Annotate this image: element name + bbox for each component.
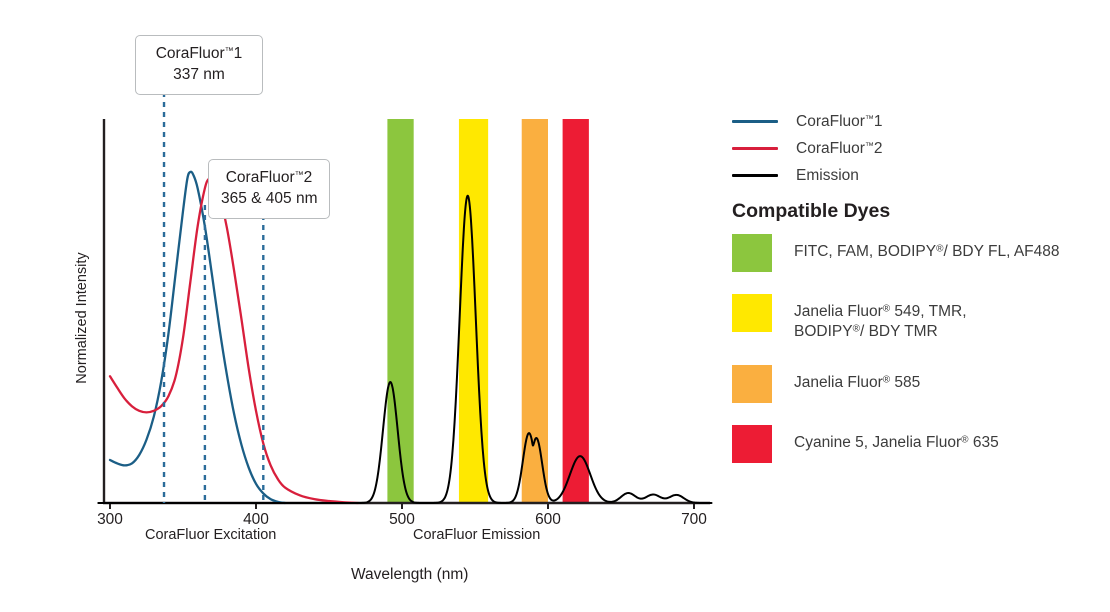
callout-corafluor1-line1: CoraFluor™1 [155, 45, 243, 62]
x-axis-title: Wavelength (nm) [351, 566, 469, 583]
series-line-corafluor2 [108, 176, 360, 505]
x-tick-label-600: 600 [535, 511, 561, 528]
legend-item-label: Emission [796, 166, 859, 184]
series-line-emission [97, 194, 713, 504]
legend-panel: CoraFluor™1 CoraFluor™2 Emission Compatibl… [730, 0, 1110, 612]
dye-label: Janelia Fluor® 585 [794, 373, 921, 391]
legend-line-swatch [732, 174, 778, 177]
legend-item-2: Emission [730, 162, 1110, 189]
dye-label: Janelia Fluor® 549, TMR, BODIPY®/ BDY TMR [794, 303, 967, 341]
legend-item-label: CoraFluor™1 [796, 112, 883, 130]
legend-line-swatch [732, 147, 778, 150]
callout-corafluor1-line2: 337 nm [173, 66, 225, 84]
compatible-dyes-list: FITC, FAM, BODIPY®/ BDY FL, AF488 Janelia… [732, 234, 1110, 485]
x-axis-section-excitation: CoraFluor Excitation [145, 527, 277, 543]
dye-label: Cyanine 5, Janelia Fluor® 635 [794, 433, 999, 451]
compatible-dyes-heading: Compatible Dyes [732, 200, 891, 222]
callout-corafluor2: CoraFluor™2 365 & 405 nm [208, 159, 330, 219]
series-line-corafluor1 [108, 170, 287, 505]
y-axis-title: Normalized Intensity [74, 252, 90, 384]
legend-item-1: CoraFluor™2 [730, 135, 1110, 162]
x-tick-label-700: 700 [681, 511, 707, 528]
dye-color-swatch [732, 294, 772, 332]
dye-row-0: FITC, FAM, BODIPY®/ BDY FL, AF488 [732, 234, 1110, 272]
callout-corafluor1: CoraFluor™1 337 nm [135, 35, 263, 95]
legend-line-swatch [732, 120, 778, 123]
dye-label: FITC, FAM, BODIPY®/ BDY FL, AF488 [794, 243, 1060, 260]
x-tick-label-400: 400 [243, 511, 269, 528]
green-band [387, 119, 414, 503]
x-axis-section-emission: CoraFluor Emission [413, 527, 541, 543]
x-tick-label-500: 500 [389, 511, 415, 528]
chart-plot-area: CoraFluor™1 337 nm CoraFluor™2 365 & 405… [74, 35, 713, 583]
dye-color-swatch [732, 424, 772, 463]
callout-corafluor2-line2: 365 & 405 nm [221, 190, 318, 208]
dye-color-swatch [732, 234, 772, 272]
callout-corafluor2-line1: CoraFluor™2 [225, 169, 313, 186]
dye-color-swatch [732, 364, 772, 403]
red-band [562, 119, 589, 503]
dye-row-3: Cyanine 5, Janelia Fluor® 635 [732, 424, 1110, 463]
series-legend: CoraFluor™1 CoraFluor™2 Emission [730, 108, 1110, 189]
dye-row-1: Janelia Fluor® 549, TMR, BODIPY®/ BDY TMR [732, 294, 1110, 343]
spectra-plot-svg [97, 92, 713, 509]
x-tick-label-300: 300 [97, 511, 123, 528]
legend-item-label: CoraFluor™2 [796, 139, 883, 157]
legend-item-0: CoraFluor™1 [730, 108, 1110, 135]
dye-row-2: Janelia Fluor® 585 [732, 364, 1110, 403]
yellow-band [458, 119, 489, 503]
